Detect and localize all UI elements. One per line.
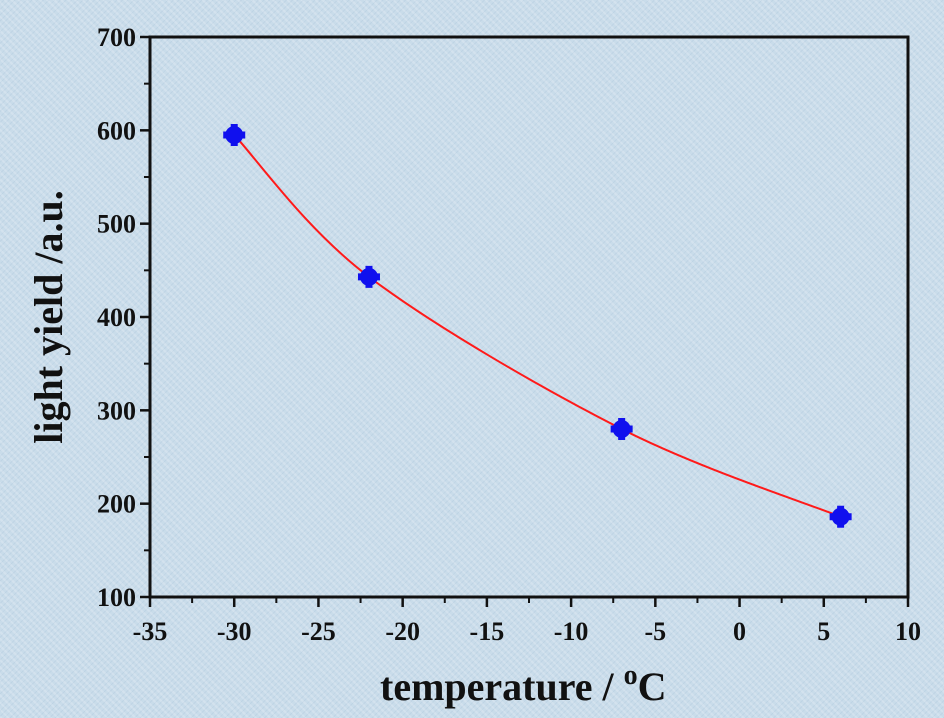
data-point-vbar xyxy=(365,265,373,288)
y-tick-label: 600 xyxy=(97,116,136,145)
x-axis-unit: C xyxy=(638,664,667,709)
x-axis-title: temperature / oC xyxy=(380,660,667,709)
data-point-vbar xyxy=(837,505,845,528)
plot-frame xyxy=(148,35,910,599)
data-point xyxy=(357,265,380,288)
data-point xyxy=(829,505,852,528)
y-tick-label: 500 xyxy=(97,210,136,239)
x-tick-label: -30 xyxy=(217,617,252,646)
y-tick-label: 100 xyxy=(97,583,136,612)
data-point xyxy=(223,124,246,146)
x-tick-label: 0 xyxy=(733,617,746,646)
x-tick-label: -5 xyxy=(644,617,666,646)
y-axis-title: light yield /a.u. xyxy=(26,190,71,443)
x-tick-label: -20 xyxy=(385,617,420,646)
data-point-vbar xyxy=(230,124,238,146)
x-tick-label: -25 xyxy=(301,617,336,646)
y-tick-label: 200 xyxy=(97,490,136,519)
y-tick-label: 400 xyxy=(97,303,136,332)
y-tick-label: 700 xyxy=(97,23,136,52)
x-axis-degree-sup: o xyxy=(624,660,638,691)
y-tick-label: 300 xyxy=(97,396,136,425)
x-tick-label: -10 xyxy=(554,617,589,646)
data-point xyxy=(610,418,633,440)
data-point-vbar xyxy=(618,418,626,440)
x-tick-label: -35 xyxy=(133,617,168,646)
x-axis-title-text: temperature / xyxy=(380,664,624,709)
ticks-layer: -35 -30 -25 -20 -15 -10 -5 0 5 10 100 200 300 400 500 6… xyxy=(97,23,921,646)
x-tick-label: 5 xyxy=(817,617,830,646)
x-tick-label: -15 xyxy=(470,617,505,646)
x-tick-label: 10 xyxy=(895,617,921,646)
fit-curve xyxy=(233,134,841,518)
points-layer xyxy=(223,124,852,528)
